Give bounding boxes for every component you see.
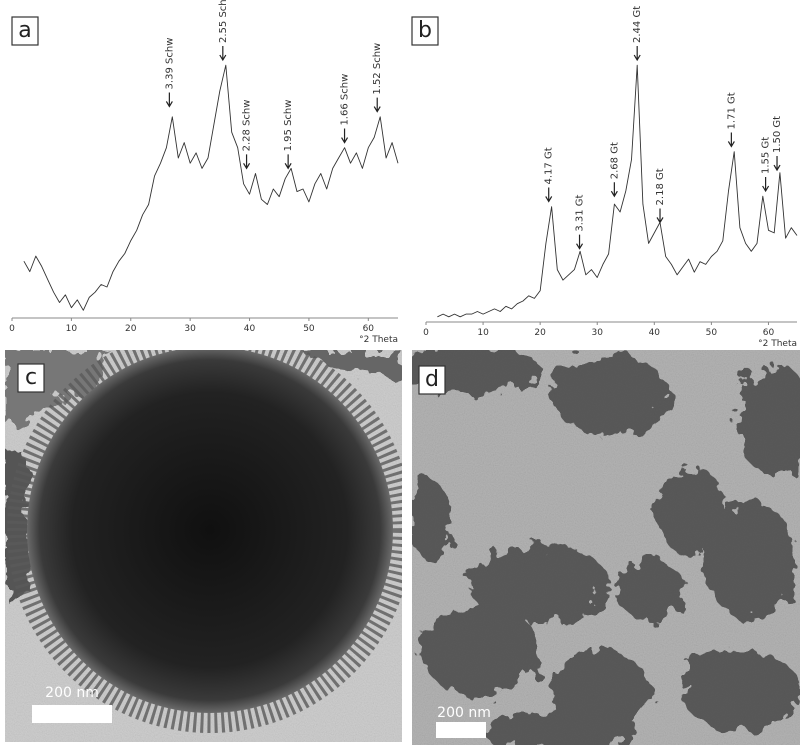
tem-image-c bbox=[5, 338, 402, 742]
scale-bar-label: 200 nm bbox=[437, 705, 491, 721]
x-tick-label: 40 bbox=[244, 324, 256, 334]
x-axis-label: °2 Theta bbox=[359, 335, 398, 345]
peak-label: 1.52 Schw bbox=[372, 43, 383, 95]
peak-label: 4.17 Gt bbox=[544, 147, 555, 184]
panel-label: d bbox=[425, 367, 439, 392]
peak-label: 1.50 Gt bbox=[772, 116, 783, 153]
peak-label: 3.31 Gt bbox=[575, 194, 586, 231]
peak-arrow bbox=[634, 46, 640, 60]
peak-arrow bbox=[342, 129, 348, 143]
x-tick-label: 50 bbox=[303, 324, 315, 334]
x-tick-label: 40 bbox=[649, 328, 661, 338]
peak-arrow bbox=[374, 98, 380, 112]
x-tick-label: 50 bbox=[706, 328, 718, 338]
panel-label: b bbox=[418, 18, 432, 43]
peak-arrow bbox=[546, 187, 552, 201]
xrd-pattern bbox=[437, 65, 797, 317]
peak-arrow bbox=[285, 154, 291, 168]
scale-bar bbox=[436, 722, 486, 738]
x-tick-label: 20 bbox=[534, 328, 546, 338]
x-tick-label: 30 bbox=[592, 328, 604, 338]
peak-arrow bbox=[244, 154, 250, 168]
x-tick-label: 10 bbox=[66, 324, 78, 334]
peak-label: 1.55 Gt bbox=[761, 137, 772, 174]
peak-label: 1.95 Schw bbox=[283, 100, 294, 152]
peak-label: 2.55 Schw bbox=[218, 0, 229, 43]
scale-bar bbox=[32, 705, 112, 723]
tem-image-d bbox=[400, 345, 800, 745]
peak-label: 2.44 Gt bbox=[632, 6, 643, 43]
x-tick-label: 20 bbox=[125, 324, 137, 334]
peak-label: 2.18 Gt bbox=[655, 168, 666, 205]
peak-arrow bbox=[220, 46, 226, 60]
panel-label: c bbox=[25, 365, 37, 390]
peak-label: 3.39 Schw bbox=[164, 38, 175, 90]
scale-bar-label: 200 nm bbox=[45, 685, 99, 701]
x-tick-label: 0 bbox=[9, 324, 15, 334]
peak-arrow bbox=[657, 208, 663, 222]
peak-label: 2.28 Schw bbox=[242, 100, 253, 152]
peak-arrow bbox=[763, 177, 769, 191]
peak-arrow bbox=[728, 132, 734, 146]
peak-label: 2.68 Gt bbox=[609, 142, 620, 179]
peak-arrow bbox=[166, 92, 172, 106]
peak-arrow bbox=[774, 156, 780, 170]
x-axis-label: °2 Theta bbox=[758, 339, 797, 349]
x-tick-label: 10 bbox=[477, 328, 489, 338]
x-tick-label: 60 bbox=[763, 328, 775, 338]
peak-arrow bbox=[577, 235, 583, 249]
x-tick-label: 30 bbox=[184, 324, 196, 334]
x-tick-label: 60 bbox=[363, 324, 375, 334]
x-tick-label: 0 bbox=[423, 328, 429, 338]
peak-label: 1.71 Gt bbox=[726, 92, 737, 129]
peak-label: 1.66 Schw bbox=[340, 74, 351, 126]
figure: a0102030405060°2 Theta3.39 Schw2.55 Schw… bbox=[0, 0, 800, 745]
panel-label: a bbox=[18, 18, 31, 43]
peak-arrow bbox=[611, 182, 617, 196]
